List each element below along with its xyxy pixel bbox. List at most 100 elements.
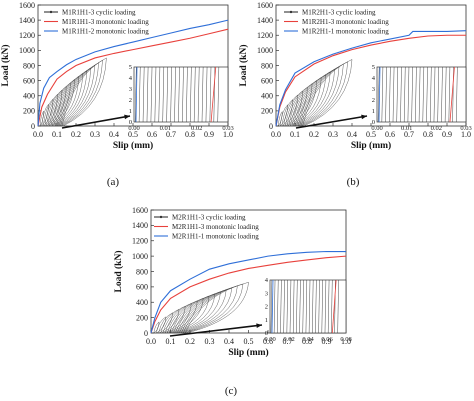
y-axis-label: Load (kN)	[238, 45, 249, 87]
x-tick-label: 0.9	[204, 130, 214, 139]
inset-cyclic-line	[324, 279, 327, 334]
y-tick-label: 800	[136, 267, 148, 276]
x-axis-label: Slip (mm)	[351, 140, 391, 151]
zoom-arrowhead	[256, 323, 262, 328]
y-tick-label: 200	[261, 107, 273, 116]
inset-cyclic-line	[162, 66, 165, 123]
inset-cyclic-line	[170, 66, 172, 123]
inset-cyclic-line	[270, 279, 273, 334]
inset-cyclic-line	[422, 66, 425, 123]
x-tick-label: 0.3	[205, 337, 215, 346]
inset-cyclic-line	[321, 279, 323, 334]
x-tick-label: 1.0	[341, 337, 351, 346]
inset-cyclic-line	[280, 279, 282, 334]
mono2-curve	[150, 250, 346, 334]
y-tick-label: 1400	[257, 16, 273, 25]
x-tick-label: 0.7	[404, 130, 414, 139]
y-tick-label: 600	[261, 76, 273, 85]
inset-cyclic-line	[433, 66, 436, 123]
inset-cyclic-line	[441, 66, 443, 123]
x-tick-label: 0.4	[224, 337, 234, 346]
inset-cyclic-line	[150, 66, 153, 123]
inset-y-tick-label: 4	[129, 75, 133, 82]
inset-cyclic-line	[142, 66, 145, 123]
y-tick-label: 1200	[132, 237, 148, 246]
inset-cyclic-line	[158, 66, 161, 123]
legend-entry: M1R1H1-3 monotonic loading	[62, 18, 149, 26]
inset-plot: 0 1 2 3 4 5 0.00 0.01 0.02 0.03	[128, 64, 233, 132]
inset-y-tick-label: 5	[372, 64, 375, 71]
y-tick-label: 1400	[132, 221, 148, 230]
panel-caption: (c)	[225, 385, 238, 397]
inset-y-tick-label: 1	[265, 317, 268, 324]
inset-x-tick-label: 0.00	[371, 125, 382, 132]
inset-cyclic-line	[396, 66, 399, 123]
x-tick-label: 0.5	[128, 130, 138, 139]
cyclic-loop	[39, 110, 44, 127]
y-tick-label: 0	[269, 122, 273, 131]
inset-plot: 0 1 2 3 4 5 0.00 0.01 0.02 0.03	[371, 64, 471, 132]
panel-caption: (b)	[347, 176, 360, 188]
x-tick-label: 0.8	[302, 337, 312, 346]
zoom-arrow	[295, 115, 368, 129]
y-tick-label: 600	[136, 283, 148, 292]
legend-marker	[159, 215, 163, 219]
inset-y-tick-label: 2	[129, 97, 132, 104]
mono1-curve	[37, 28, 229, 127]
chart-panel-3: 0 200 400 600 800 1000 1200 1400 1600 0.0 0.1 0.2 0.…	[113, 206, 352, 397]
inset-cyclic-line	[456, 66, 458, 123]
cyclic-loop	[184, 281, 249, 334]
inset-cyclic-line	[138, 66, 141, 123]
cyclic-loop	[156, 316, 167, 334]
x-tick-label: 0.8	[423, 130, 433, 139]
legend-entry: M2R1H1-3 cyclic loading	[172, 214, 246, 222]
legend-entry: M1R2H1-1 monotonic loading	[302, 28, 389, 36]
x-tick-label: 0.3	[90, 130, 100, 139]
y-axis-label: Load (kN)	[113, 251, 124, 293]
y-axis-label: Load (kN)	[0, 45, 11, 87]
mono1-curve	[150, 255, 347, 334]
inset-y-tick-label: 0	[265, 330, 268, 337]
cyclic-loop	[43, 98, 54, 127]
x-tick-label: 1.0	[223, 130, 233, 139]
inset-frame	[133, 66, 229, 123]
y-tick-label: 1600	[19, 1, 35, 10]
inset-mono2-line	[378, 66, 381, 123]
inset-cyclic-line	[146, 66, 149, 123]
inset-cyclic-line	[273, 279, 276, 334]
inset-cyclic-line	[400, 66, 402, 123]
x-tick-label: 0.9	[442, 130, 452, 139]
cyclic-loops	[39, 57, 107, 127]
inset-x-tick-label: 0.04	[302, 336, 314, 343]
inset-mono2-line	[271, 279, 274, 334]
x-tick-label: 0.6	[385, 130, 395, 139]
inset-x-tick-label: 0.03	[222, 125, 233, 132]
x-tick-label: 0.7	[166, 130, 176, 139]
legend-entry: M2R1H1-1 monotonic loading	[172, 233, 259, 241]
inset-cyclic-line	[411, 66, 413, 123]
inset-cyclic-line	[286, 279, 288, 334]
inset-cyclic-line	[337, 279, 339, 334]
inset-cyclic-line	[283, 279, 285, 334]
inset-cyclic-line	[302, 279, 304, 334]
inset-cyclic-line	[197, 66, 200, 123]
inset-cyclic-line	[377, 66, 380, 123]
inset-x-tick-label: 0.02	[431, 125, 442, 132]
legend-entry: M1R1H1-2 monotonic loading	[62, 28, 149, 36]
inset-x-tick-label: 0.00	[264, 336, 275, 343]
x-tick-label: 0.0	[271, 130, 281, 139]
y-tick-label: 400	[261, 92, 273, 101]
y-tick-label: 600	[23, 76, 35, 85]
inset-cyclic-line	[407, 66, 410, 123]
x-tick-label: 0.6	[147, 130, 157, 139]
inset-cyclic-line	[189, 66, 192, 123]
inset-cyclic-line	[174, 66, 176, 123]
y-tick-label: 0	[31, 122, 35, 131]
x-tick-label: 0.4	[347, 130, 357, 139]
inset-frame	[376, 66, 467, 123]
y-tick-label: 1200	[19, 31, 35, 40]
inset-mono1-line	[331, 279, 337, 334]
zoom-arrowhead	[124, 114, 130, 120]
